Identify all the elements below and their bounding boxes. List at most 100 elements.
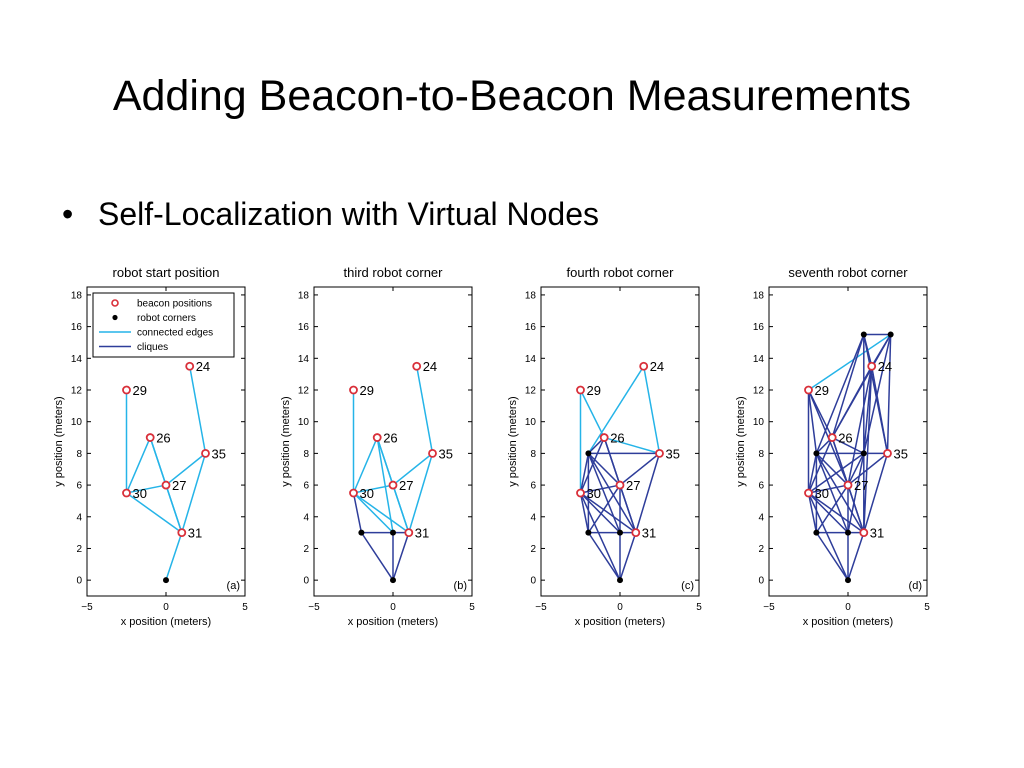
- beacon-marker: [804, 385, 813, 395]
- clique-edge: [807, 437, 833, 494]
- y-tick-label: 6: [76, 481, 82, 492]
- clique-edge: [831, 334, 865, 438]
- robot-corner-marker: [358, 529, 365, 536]
- clique-edge: [579, 437, 605, 494]
- x-tick-label: 5: [696, 602, 702, 613]
- clique-edge: [579, 492, 621, 581]
- connected-edge: [642, 366, 661, 454]
- clique-edge: [847, 453, 865, 533]
- connected-edge: [408, 453, 434, 533]
- beacon-marker: [177, 528, 187, 538]
- robot-corner-marker: [585, 450, 592, 457]
- bullet-text: Self-Localization with Virtual Nodes: [98, 196, 599, 232]
- panel-label: (a): [227, 580, 240, 592]
- connected-edge: [165, 532, 183, 581]
- clique-edge: [619, 484, 637, 533]
- beacon-label: 31: [870, 526, 884, 541]
- y-tick-label: 12: [753, 386, 765, 397]
- clique-edge: [847, 452, 888, 486]
- y-tick-label: 0: [530, 576, 536, 587]
- clique-edge: [815, 484, 849, 534]
- y-tick-label: 0: [76, 576, 82, 587]
- y-tick-label: 4: [758, 512, 764, 523]
- y-tick-label: 10: [298, 417, 310, 428]
- y-tick-label: 8: [303, 449, 309, 460]
- y-tick-label: 18: [71, 290, 83, 301]
- clique-edge: [886, 334, 892, 454]
- x-tick-label: −5: [763, 602, 775, 613]
- chart-title: robot start position: [113, 265, 220, 280]
- chart-title: fourth robot corner: [567, 265, 675, 280]
- beacon-label: 26: [156, 431, 170, 446]
- beacon-label: 24: [878, 359, 892, 374]
- x-tick-label: −5: [535, 602, 547, 613]
- beacon-label: 35: [212, 446, 226, 461]
- y-axis-label: y position (meters): [280, 396, 292, 486]
- chart-title: third robot corner: [344, 265, 444, 280]
- clique-edge: [579, 492, 621, 534]
- clique-edge: [847, 532, 865, 581]
- bullet-marker: •: [62, 196, 74, 232]
- clique-edge: [815, 452, 849, 486]
- clique-edge: [807, 453, 818, 494]
- clique-edge: [807, 492, 818, 533]
- x-tick-label: 0: [845, 602, 851, 613]
- connected-edge: [352, 437, 378, 494]
- beacon-label: 30: [133, 486, 147, 501]
- panel-label: (d): [909, 580, 922, 592]
- x-tick-label: −5: [308, 602, 320, 613]
- robot-corner-marker: [163, 577, 169, 584]
- x-tick-label: 0: [390, 602, 396, 613]
- connected-edge: [353, 492, 410, 534]
- connected-edge: [415, 366, 434, 454]
- beacon-marker: [372, 433, 382, 442]
- beacon-marker: [185, 361, 195, 371]
- y-tick-label: 2: [530, 544, 536, 555]
- beacon-marker: [576, 488, 585, 498]
- clique-edge: [815, 453, 849, 533]
- panel-label: (c): [681, 580, 694, 592]
- robot-corner-marker: [860, 450, 867, 457]
- legend-label-beacon: beacon positions: [137, 299, 212, 310]
- clique-edge: [870, 366, 889, 454]
- beacon-label: 30: [360, 486, 374, 501]
- clique-edge: [587, 453, 621, 533]
- beacon-label: 35: [666, 446, 680, 461]
- y-tick-label: 14: [525, 354, 537, 365]
- clique-edge: [619, 452, 660, 486]
- y-tick-label: 10: [753, 417, 765, 428]
- beacon-marker: [631, 528, 641, 538]
- x-tick-label: 5: [469, 602, 475, 613]
- y-tick-label: 8: [76, 449, 82, 460]
- clique-edge: [831, 436, 865, 455]
- connected-edge: [126, 492, 183, 534]
- beacon-label: 26: [610, 431, 624, 446]
- beacon-label: 31: [642, 526, 656, 541]
- y-tick-label: 2: [76, 544, 82, 555]
- clique-edge: [587, 484, 621, 534]
- robot-corner-marker: [813, 450, 820, 457]
- y-tick-label: 10: [525, 417, 537, 428]
- x-axis-label: x position (meters): [575, 616, 665, 628]
- robot-corner-marker: [390, 577, 396, 584]
- beacon-marker: [201, 448, 210, 458]
- clique-edge: [815, 334, 865, 454]
- y-tick-label: 6: [758, 481, 764, 492]
- beacon-label: 24: [196, 359, 210, 374]
- y-tick-label: 6: [303, 481, 309, 492]
- x-tick-label: 5: [924, 602, 930, 613]
- clique-edge: [580, 484, 621, 494]
- clique-edge: [619, 532, 637, 581]
- chart-title: seventh robot corner: [788, 265, 908, 280]
- beacon-marker: [349, 385, 358, 395]
- panel-label: (b): [454, 580, 467, 592]
- beacon-marker: [655, 448, 664, 458]
- y-axis-label: y position (meters): [53, 396, 65, 486]
- y-tick-label: 16: [525, 322, 537, 333]
- y-tick-label: 0: [758, 576, 764, 587]
- beacon-marker: [122, 385, 131, 395]
- beacon-label: 26: [838, 431, 852, 446]
- y-tick-label: 18: [298, 290, 310, 301]
